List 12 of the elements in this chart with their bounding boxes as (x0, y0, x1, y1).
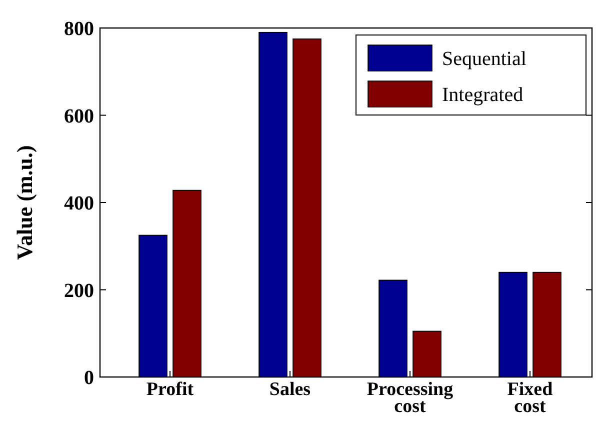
legend-label: Sequential (442, 48, 527, 70)
y-tick-label: 0 (84, 367, 94, 389)
y-tick-label: 800 (64, 18, 94, 40)
x-tick-label: Sales (269, 379, 311, 400)
x-tick-label: Fixed cost (507, 379, 554, 417)
x-tick-label: Processing cost (366, 379, 454, 417)
y-axis-title: Value (m.u.) (12, 145, 37, 260)
x-tick-label: Profit (146, 379, 194, 400)
y-tick-label: 600 (64, 105, 94, 128)
y-tick-label: 400 (64, 192, 94, 214)
legend-label: Integrated (442, 84, 524, 106)
y-tick-label: 200 (64, 280, 94, 302)
